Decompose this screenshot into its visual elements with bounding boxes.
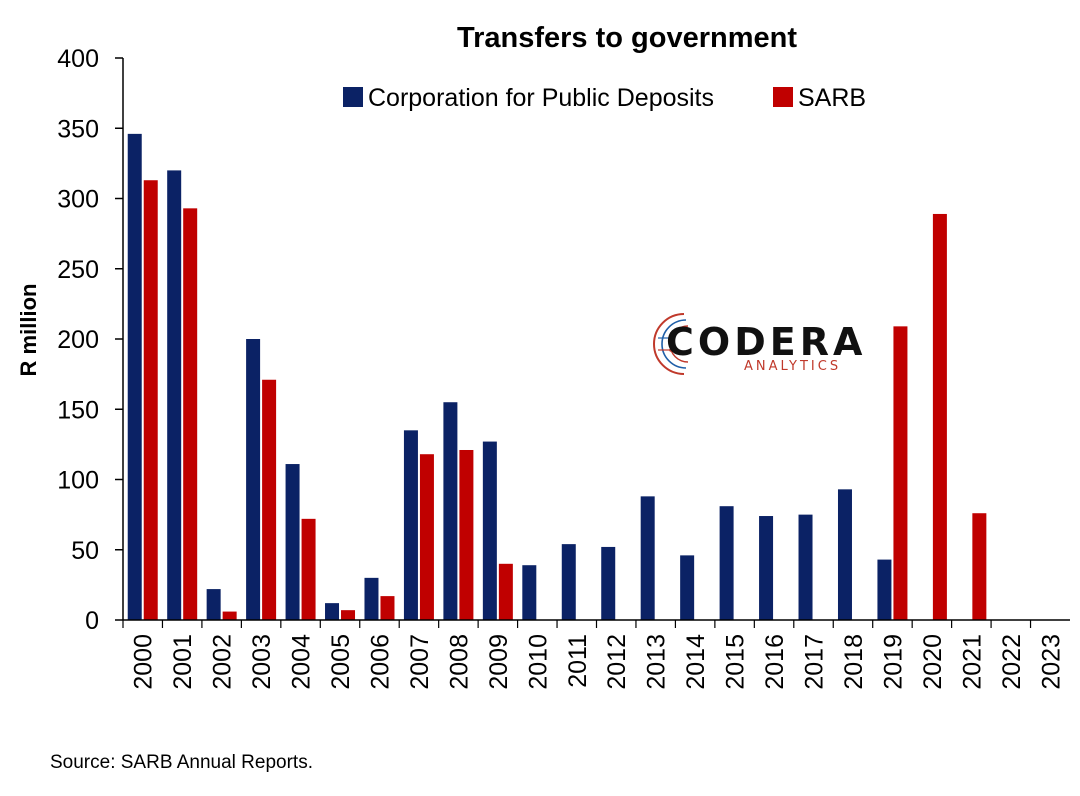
x-tick-label: 2022 [998,634,1026,690]
x-tick-label: 2000 [130,634,158,690]
bar-cpd-2009 [482,441,497,620]
x-tick-label: 2019 [879,634,907,690]
bar-cpd-2018 [837,489,852,620]
legend-swatch-sarb [773,87,793,107]
bar-cpd-2002 [206,589,221,620]
x-tick-label: 2012 [603,634,631,690]
bar-cpd-2010 [522,565,537,620]
x-tick-label: 2021 [958,634,986,690]
logo-mark-icon [653,313,689,375]
bar-sarb-2008 [459,449,474,620]
bar-cpd-2017 [798,514,813,620]
legend-swatch-cpd [343,87,363,107]
y-tick-label: 350 [57,115,99,143]
bar-cpd-2014 [680,555,695,620]
bar-cpd-2015 [719,506,734,620]
y-tick-label: 50 [71,537,99,565]
x-tick-label: 2023 [1037,634,1065,690]
x-tick-label: 2008 [445,634,473,690]
logo: CODERA ANALYTICS [648,308,862,380]
bar-sarb-2019 [893,326,908,620]
bar-sarb-2007 [419,454,434,620]
x-tick-label: 2005 [327,634,355,690]
bar-cpd-2007 [403,430,418,620]
bar-sarb-2021 [972,513,987,620]
source-note: Source: SARB Annual Reports. [50,752,313,773]
logo-subtitle: ANALYTICS [744,359,842,374]
bar-cpd-2005 [325,603,340,620]
bar-cpd-2006 [364,577,379,620]
x-tick-label: 2015 [722,634,750,690]
bar-sarb-2003 [262,379,277,620]
bar-cpd-2001 [167,170,182,620]
x-tick-label: 2010 [524,634,552,690]
bar-cpd-2000 [127,133,142,620]
bar-sarb-2001 [183,208,198,620]
legend-label-cpd: Corporation for Public Deposits [368,84,714,112]
x-tick-label: 2013 [643,634,671,690]
bar-cpd-2011 [561,544,576,620]
x-tick-label: 2020 [919,634,947,690]
y-axis-ticks: 0 50 100 150 200 250 300 350 400 [57,45,123,635]
x-tick-label: 2014 [682,634,710,690]
y-tick-label: 0 [85,607,99,635]
bar-sarb-2000 [143,180,158,621]
legend-label-sarb: SARB [798,84,866,112]
bar-cpd-2008 [443,402,458,620]
chart-title: Transfers to government [457,22,797,54]
bar-cpd-2004 [285,464,300,620]
bar-sarb-2009 [498,563,513,620]
x-tick-label: 2011 [564,634,592,688]
bar-sarb-2005 [341,610,356,620]
bar-sarb-2004 [301,518,316,620]
x-tick-label: 2004 [288,634,316,690]
bar-cpd-2016 [759,516,774,620]
y-tick-label: 300 [57,186,99,214]
y-tick-label: 250 [57,256,99,284]
x-tick-label: 2009 [485,634,513,690]
y-tick-label: 100 [57,467,99,495]
logo-wordmark: CODERA [666,320,867,364]
y-tick-label: 200 [57,326,99,354]
x-tick-label: 2002 [209,634,237,690]
bar-cpd-2012 [601,546,616,620]
bar-cpd-2013 [640,496,655,620]
y-tick-label: 150 [57,396,99,424]
x-tick-label: 2006 [366,634,394,690]
bars [127,133,987,621]
bar-sarb-2020 [932,213,947,620]
bar-sarb-2006 [380,596,395,620]
x-tick-label: 2001 [169,634,197,690]
y-tick-label: 400 [57,45,99,73]
x-tick-label: 2018 [840,634,868,690]
x-tick-label: 2016 [761,634,789,690]
bar-cpd-2019 [877,559,892,620]
x-tick-label: 2007 [406,634,434,690]
y-axis-label: R million [16,284,41,377]
x-axis-ticks: 2000 2001 2002 2003 2004 2005 2006 2007 2008 2009… [122,620,1065,690]
legend: Corporation for Public Deposits SARB [343,84,866,112]
x-tick-label: 2003 [248,634,276,690]
bar-cpd-2003 [246,339,261,620]
bar-sarb-2002 [222,611,237,620]
x-tick-label: 2017 [801,634,829,690]
